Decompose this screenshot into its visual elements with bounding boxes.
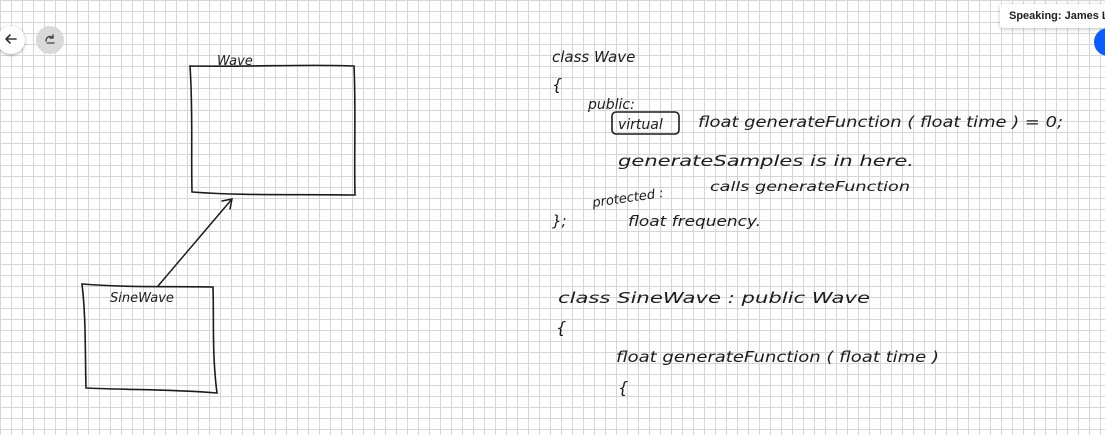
inheritance-arrow	[157, 198, 233, 287]
code-line-open-brace: {	[552, 75, 562, 94]
code-line-open-brace-3: {	[618, 378, 628, 397]
code-line-sine-generate: float generateFunction ( float time )	[616, 348, 939, 366]
speaking-label: Speaking: James La	[1009, 10, 1105, 22]
code-line-protected: protected :	[590, 186, 664, 211]
code-line-generate-function: float generateFunction ( float time ) = …	[698, 113, 1063, 131]
code-line-calls: calls generateFunction	[710, 180, 910, 195]
virtual-keyword-box	[611, 111, 680, 135]
redo-button[interactable]	[36, 26, 64, 54]
back-button[interactable]	[0, 26, 25, 54]
sinewave-class-box[interactable]	[81, 283, 218, 394]
code-line-frequency: float frequency.	[628, 214, 761, 230]
arrow-left-icon	[4, 31, 18, 50]
code-line-public: public:	[587, 97, 635, 113]
sinewave-label: SineWave	[110, 291, 174, 306]
participant-indicator[interactable]	[1094, 28, 1105, 56]
wave-label: Wave	[217, 54, 253, 69]
code-line-open-brace-2: {	[556, 318, 566, 337]
redo-icon	[43, 31, 57, 50]
wave-class-box[interactable]	[189, 64, 356, 196]
speaking-indicator: Speaking: James La	[1000, 4, 1105, 28]
code-line-close-brace: };	[552, 212, 567, 230]
code-line-generate-samples: generateSamples is in here.	[618, 152, 914, 170]
code-line-class-wave: class Wave	[552, 48, 635, 66]
code-line-class-sinewave: class SineWave : public Wave	[558, 289, 870, 307]
code-keyword-virtual: virtual	[618, 117, 663, 133]
